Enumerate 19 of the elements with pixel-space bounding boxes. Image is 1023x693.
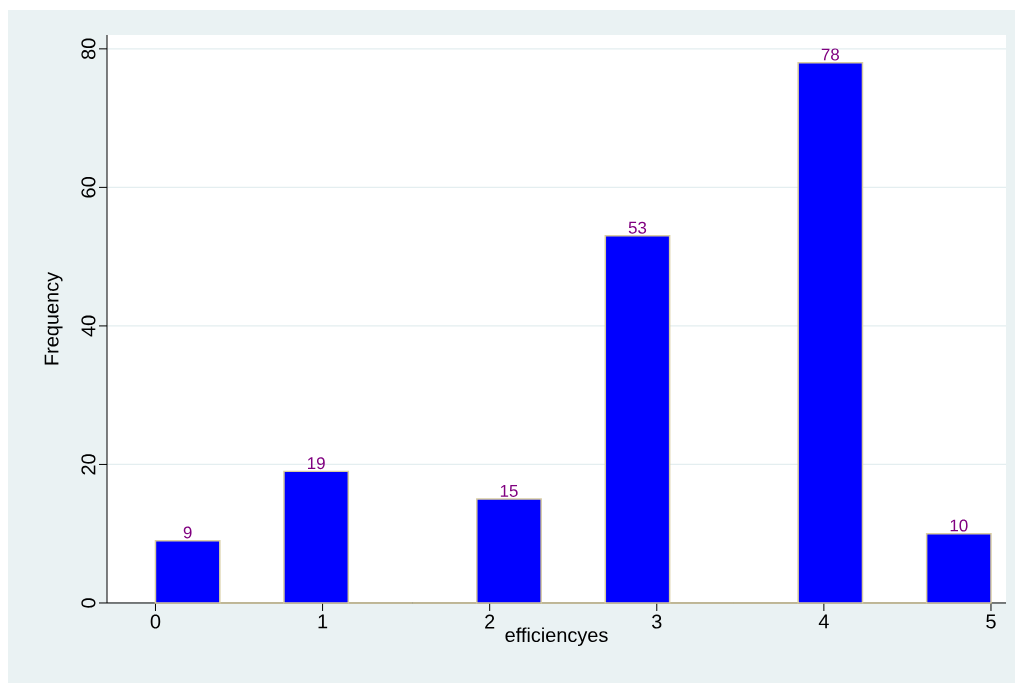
x-tick-label: 1 <box>318 614 328 629</box>
data-label: 15 <box>500 485 518 497</box>
x-tick-label: 0 <box>150 614 161 629</box>
y-tick-label: 40 <box>81 315 96 337</box>
x-tick-label: 2 <box>485 614 495 629</box>
data-label: 19 <box>308 457 325 470</box>
x-tick-label: 3 <box>652 614 662 629</box>
y-tick-label: 0 <box>81 598 96 608</box>
x-tick-label: 5 <box>986 614 996 629</box>
y-tick-label: 60 <box>81 177 96 198</box>
x-axis-title: efficiencyes <box>505 627 608 647</box>
data-label: 10 <box>950 519 968 532</box>
data-label: 9 <box>183 526 192 539</box>
y-tick-label: 20 <box>81 454 96 475</box>
data-label: 78 <box>821 48 839 61</box>
data-label: 53 <box>628 221 647 234</box>
y-tick-label: 80 <box>81 38 96 60</box>
y-axis-title: Frequency <box>44 271 63 365</box>
x-tick-label: 4 <box>818 614 829 629</box>
